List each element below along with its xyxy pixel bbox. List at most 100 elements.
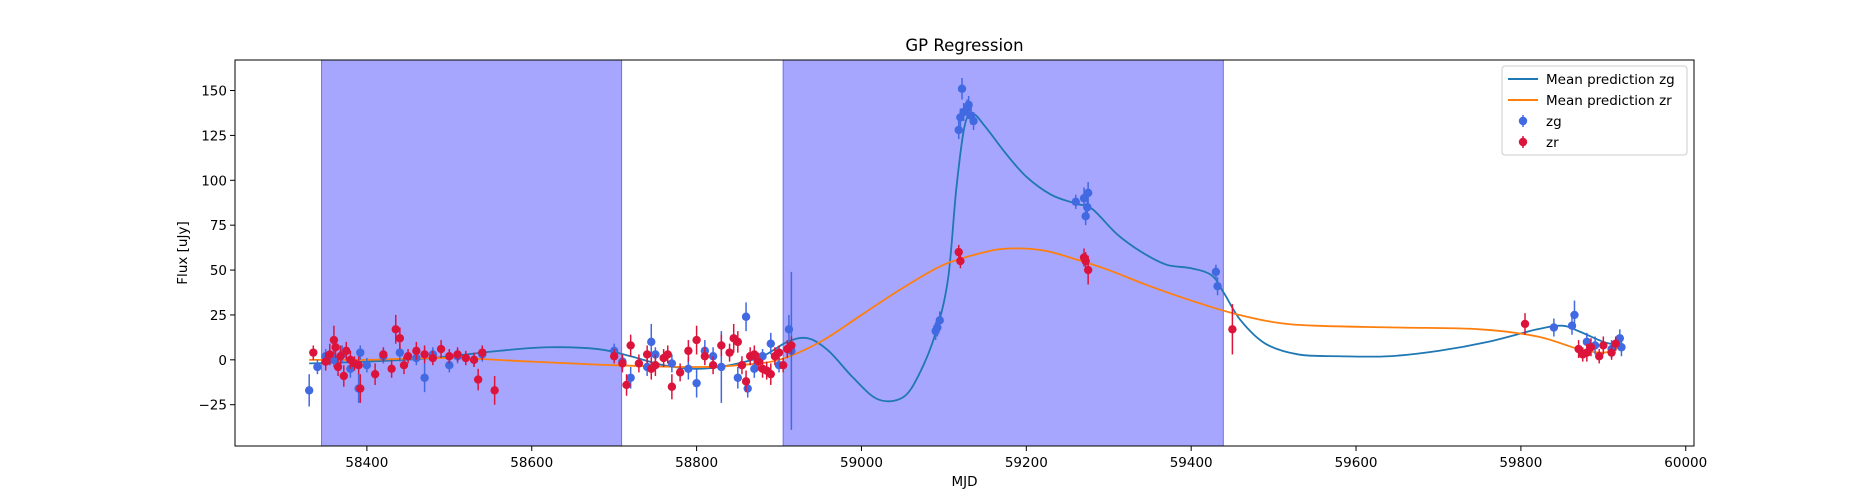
y-axis-ticks: −25 0 25 50 75 100 125 150 — [199, 84, 235, 414]
zr-data-point-15 — [379, 350, 388, 359]
zg-data-point-42 — [935, 316, 944, 325]
series-zr — [309, 244, 1620, 405]
legend-label-zr-line: Mean prediction zr — [1546, 93, 1672, 109]
x-tick-label: 58800 — [675, 455, 718, 471]
zr-data-point-33 — [618, 359, 627, 368]
shaded-region-1 — [321, 60, 623, 446]
legend-label-zr-points: zr — [1546, 135, 1559, 151]
zg-data-point-11 — [395, 348, 405, 357]
zg-data-point-30 — [717, 362, 726, 372]
zr-data-point-64 — [787, 341, 796, 350]
y-tick-label: 25 — [210, 308, 227, 324]
zr-data-point-78 — [1607, 348, 1616, 357]
zg-data-point-32 — [741, 312, 751, 321]
zr-data-point-30 — [478, 348, 487, 357]
zr-data-point-23 — [428, 353, 438, 363]
zg-data-point-51 — [1071, 197, 1080, 207]
zr-data-point-51 — [733, 337, 743, 347]
zr-data-point-8 — [339, 371, 349, 381]
zg-data-point-1 — [304, 386, 314, 395]
x-tick-label: 58600 — [510, 455, 553, 471]
y-tick-label: −25 — [199, 398, 228, 414]
zr-data-point-14 — [370, 369, 380, 379]
legend-box — [1501, 65, 1688, 156]
zr-data-point-76 — [1595, 352, 1604, 361]
zr-data-point-39 — [651, 361, 660, 370]
zr-data-point-65 — [954, 247, 963, 257]
zg-data-point-55 — [1083, 188, 1093, 198]
zr-data-point-44 — [684, 346, 693, 356]
y-tick-label: 75 — [210, 218, 227, 234]
y-tick-label: 150 — [201, 84, 227, 100]
zr-data-point-7 — [336, 352, 345, 361]
x-tick-label: 58400 — [345, 455, 388, 471]
zr-data-point-31 — [490, 386, 499, 395]
x-tick-label: 59600 — [1335, 455, 1378, 471]
zr-data-point-48 — [717, 341, 726, 350]
zr-data-point-18 — [395, 334, 405, 343]
zr-data-point-36 — [634, 359, 644, 368]
zg-data-point-8 — [356, 348, 365, 357]
legend-swatch-zg-points — [1518, 116, 1528, 126]
zr-data-point-56 — [754, 357, 763, 366]
mean-prediction-line-zg — [309, 112, 1621, 403]
legend: Mean prediction zg Mean prediction zr zg zr — [1501, 65, 1688, 156]
zr-data-point-62 — [778, 361, 788, 370]
prediction-lines — [309, 112, 1621, 403]
zg-data-point-53 — [1081, 211, 1090, 221]
zr-data-point-43 — [675, 368, 685, 377]
legend-label-zg-line: Mean prediction zg — [1546, 72, 1675, 88]
zr-data-point-1 — [309, 348, 318, 357]
plot-frame — [234, 59, 1695, 447]
zr-data-point-9 — [342, 346, 351, 356]
zr-data-point-52 — [737, 361, 747, 370]
zr-data-point-26 — [453, 350, 462, 359]
x-tick-label: 59200 — [1005, 455, 1048, 471]
zg-data-point-57 — [1213, 282, 1222, 291]
zr-data-point-75 — [1586, 343, 1596, 352]
zr-data-point-45 — [692, 335, 701, 345]
x-tick-label: 59400 — [1170, 455, 1213, 471]
y-axis-label: Flux [uJy] — [175, 221, 191, 284]
zr-data-point-70 — [1228, 325, 1237, 334]
zr-data-point-5 — [331, 343, 340, 352]
zg-data-point-54 — [1083, 203, 1092, 212]
legend-label-zg-points: zg — [1546, 114, 1562, 130]
zr-data-point-46 — [700, 352, 710, 361]
observation-points — [304, 77, 1626, 430]
mean-prediction-line-zr — [309, 247, 1621, 368]
zg-data-point-9 — [362, 361, 372, 370]
zg-data-point-26 — [684, 364, 693, 373]
zr-data-point-61 — [774, 348, 784, 357]
x-axis-label: MJD — [951, 474, 977, 490]
zg-data-point-23 — [647, 337, 656, 347]
zg-data-point-50 — [969, 116, 978, 126]
zr-data-point-27 — [461, 353, 471, 363]
zg-data-point-36 — [766, 339, 775, 348]
zr-data-point-41 — [663, 350, 672, 359]
zg-data-point-31 — [733, 373, 743, 382]
zr-data-point-34 — [622, 380, 631, 390]
legend-swatch-zr-points — [1518, 137, 1528, 147]
x-tick-label: 59800 — [1499, 455, 1542, 471]
zr-data-point-20 — [403, 352, 413, 361]
zr-data-point-3 — [325, 350, 334, 359]
zg-data-point-33 — [743, 384, 752, 393]
zr-data-point-53 — [741, 377, 751, 386]
zr-data-point-71 — [1520, 319, 1530, 329]
chart-title: GP Regression — [905, 36, 1023, 55]
zg-data-point-56 — [1211, 267, 1221, 277]
zr-data-point-24 — [436, 344, 446, 354]
zr-data-point-79 — [1611, 339, 1620, 348]
zr-data-point-29 — [473, 375, 483, 384]
zr-data-point-32 — [609, 352, 619, 361]
shaded-regions — [321, 60, 1224, 446]
shaded-region-2 — [782, 60, 1224, 446]
zg-data-point-25 — [667, 359, 677, 368]
y-tick-label: 125 — [201, 128, 227, 144]
zr-data-point-66 — [956, 256, 965, 266]
zr-data-point-28 — [469, 355, 479, 365]
zr-data-point-13 — [356, 384, 365, 393]
y-tick-label: 0 — [218, 353, 227, 369]
